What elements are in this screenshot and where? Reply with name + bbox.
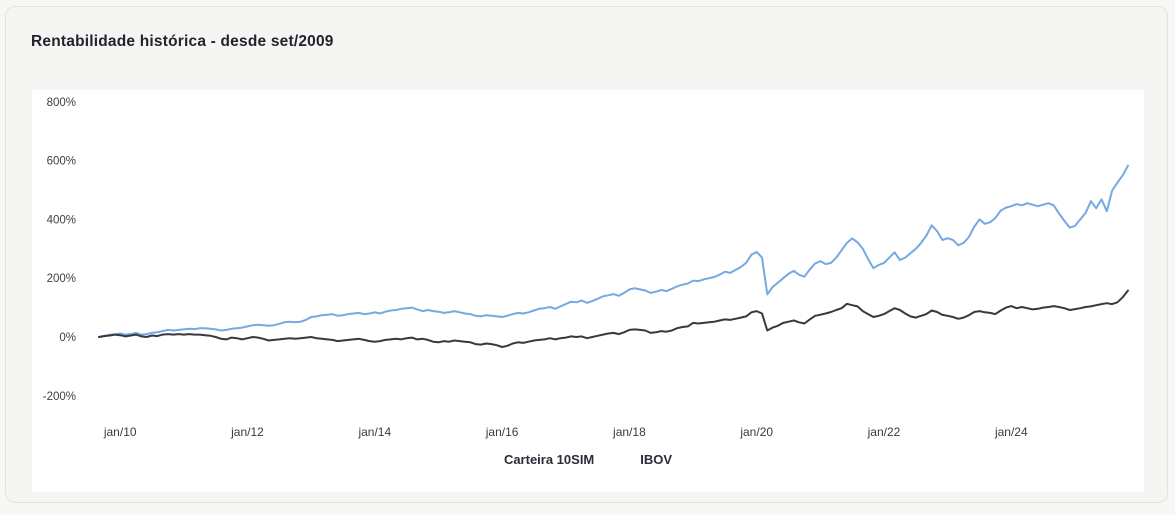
- x-axis-tick-label: jan/24: [994, 425, 1028, 439]
- x-axis-tick-label: jan/10: [103, 425, 137, 439]
- legend-item-carteira-10sim[interactable]: Carteira 10SIM: [503, 452, 595, 467]
- rentabilidade-card: Rentabilidade histórica - desde set/2009…: [5, 6, 1168, 503]
- returns-line-chart: 800% 600% 400% 200% 0% -200% jan/10 jan/12 jan/1…: [43, 97, 1129, 439]
- legend-item-ibov[interactable]: IBOV: [640, 452, 673, 467]
- chart-legend: Carteira 10SIM IBOV: [32, 452, 1144, 467]
- series-line-ibov: [98, 289, 1129, 348]
- x-axis-tick-label: jan/20: [739, 425, 773, 439]
- y-axis-tick-label: 200%: [47, 273, 76, 285]
- x-axis-tick-label: jan/16: [485, 425, 519, 439]
- y-axis-tick-label: 800%: [47, 97, 76, 109]
- chart-panel: 800% 600% 400% 200% 0% -200% jan/10 jan/12 jan/1…: [32, 90, 1144, 492]
- x-axis-tick-label: jan/14: [357, 425, 391, 439]
- series-line-carteira-10sim: [98, 164, 1129, 338]
- x-axis-tick-label: jan/12: [230, 425, 264, 439]
- y-axis-tick-label: 600%: [47, 156, 76, 168]
- x-axis-tick-label: jan/18: [612, 425, 646, 439]
- y-axis-tick-label: 400%: [47, 214, 76, 226]
- y-axis-tick-label: -200%: [43, 391, 76, 403]
- y-axis-tick-label: 0%: [59, 332, 76, 344]
- page-title: Rentabilidade histórica - desde set/2009: [31, 33, 334, 50]
- x-axis-tick-label: jan/22: [867, 425, 901, 439]
